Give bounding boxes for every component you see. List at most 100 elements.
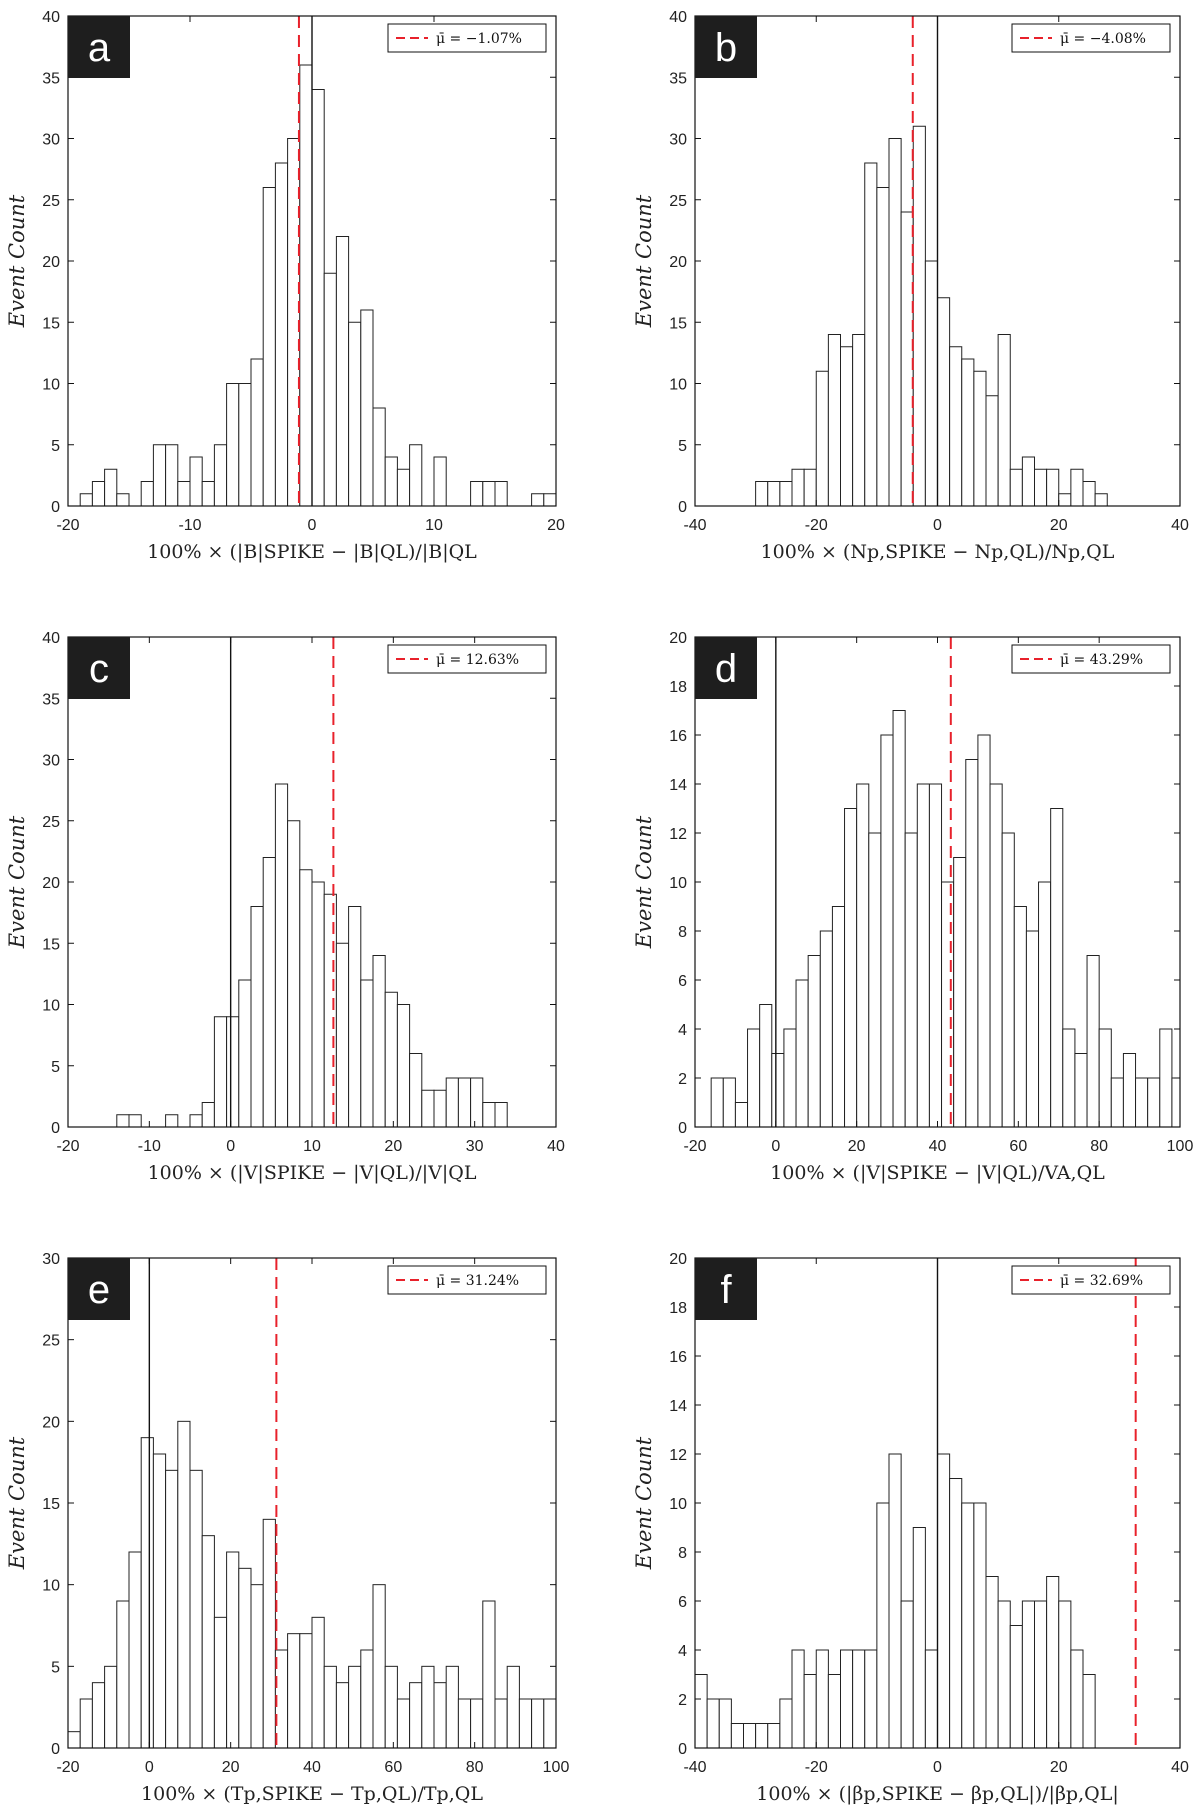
histogram-bar: [360, 1649, 374, 1749]
histogram-bar: [1009, 1625, 1023, 1749]
x-tick-label: 40: [303, 1759, 321, 1776]
histogram-bar: [299, 1633, 313, 1749]
x-axis-label: 100% × (|βp,SPIKE − βp,QL|)/|βp,QL|: [756, 1783, 1118, 1805]
histogram-bar: [1159, 1028, 1173, 1128]
histogram-bar: [250, 358, 264, 507]
y-axis-label: Event Count: [632, 815, 656, 949]
histogram-bar: [819, 930, 833, 1128]
histogram-bar: [1122, 1053, 1137, 1128]
panel-a: 0 5 10 15 20 25 30 35 40 -20 -10 0 10 20 Event Count 10…: [5, 9, 565, 563]
histogram-bar: [864, 162, 878, 507]
histogram-bar: [457, 1698, 472, 1749]
histogram-bar: [287, 820, 301, 1128]
histogram-bars: [694, 1453, 1096, 1749]
histogram-bar: [348, 321, 362, 507]
histogram-bar: [177, 1420, 191, 1749]
y-tick-label: 10: [669, 377, 687, 394]
histogram-bar: [104, 1665, 118, 1749]
histogram-bar: [91, 481, 106, 507]
x-tick-label: -40: [683, 517, 706, 534]
histogram-bar: [791, 468, 805, 507]
x-tick-label: 40: [929, 1138, 947, 1155]
legend-label: μ̄ = −1.07%: [436, 31, 522, 47]
histogram-bar: [1001, 832, 1015, 1128]
histogram-bar: [177, 481, 191, 507]
histogram-bar: [1050, 808, 1064, 1128]
histogram-bar: [779, 1698, 793, 1749]
histogram-bar: [767, 481, 781, 507]
histogram-bar: [360, 979, 374, 1128]
histogram-bar: [250, 906, 264, 1128]
histogram-bar: [1086, 955, 1100, 1128]
y-tick-label: 10: [42, 1578, 60, 1595]
y-tick-label: 16: [669, 728, 687, 745]
histogram-bar: [791, 1649, 805, 1749]
histogram-bar: [1082, 481, 1096, 507]
y-tick-label: 0: [678, 1120, 687, 1137]
x-axis-label: 100% × (|V|SPIKE − |V|QL)/|V|QL: [148, 1162, 477, 1184]
legend-label: μ̄ = 31.24%: [436, 1273, 519, 1289]
histogram-bar: [1094, 493, 1108, 507]
histogram-bars: [116, 783, 508, 1128]
histogram-bar: [116, 1114, 130, 1128]
histogram-bar: [372, 407, 386, 507]
histogram-bar: [323, 272, 337, 507]
y-tick-label: 15: [42, 315, 60, 332]
panel-badge-label: d: [715, 647, 737, 691]
histogram-bar: [189, 1469, 203, 1749]
y-tick-label: 40: [42, 630, 60, 647]
histogram-bar: [213, 444, 228, 507]
histogram-bar: [238, 979, 252, 1128]
y-tick-label: 0: [51, 1741, 60, 1758]
y-tick-label: 25: [42, 1333, 60, 1350]
histogram-bar: [238, 383, 252, 507]
x-tick-label: 60: [384, 1759, 402, 1776]
y-tick-label: 35: [42, 691, 60, 708]
histogram-bar: [1135, 1077, 1149, 1128]
histogram-bar: [226, 1016, 240, 1128]
histogram-bar: [771, 1053, 785, 1128]
histogram-bar: [409, 1682, 423, 1749]
x-tick-label: 100: [543, 1759, 570, 1776]
histogram-bar: [864, 1649, 878, 1749]
histogram-bar: [1082, 1674, 1096, 1749]
histogram-bar: [433, 1682, 447, 1749]
x-tick-label: -10: [138, 1138, 161, 1155]
y-tick-label: 20: [42, 1414, 60, 1431]
histogram-bar: [360, 309, 374, 507]
histogram-bar: [888, 1453, 902, 1749]
histogram-bar: [1038, 881, 1052, 1128]
histogram-bar: [941, 881, 955, 1128]
histogram-bar: [543, 1698, 557, 1749]
panel-badge: [695, 637, 757, 699]
histogram-bar: [470, 1077, 484, 1128]
x-axis-label: 100% × (Np,SPIKE − Np,QL)/Np,QL: [761, 541, 1115, 563]
histogram-bar: [937, 1453, 951, 1749]
histogram-bars: [67, 1420, 557, 1749]
histogram-bar: [274, 783, 289, 1128]
histogram-bar: [965, 759, 979, 1128]
histogram-bar: [1147, 1077, 1161, 1128]
panel-badge: [68, 16, 130, 78]
histogram-bar: [409, 1053, 423, 1128]
x-tick-label: 20: [222, 1759, 240, 1776]
histogram-bar: [128, 1551, 142, 1749]
histogram-bar: [1046, 1576, 1060, 1749]
x-axis-label: 100% × (Tp,SPIKE − Tp,QL)/Tp,QL: [141, 1783, 483, 1805]
histogram-bar: [961, 358, 975, 507]
histogram-bar: [807, 955, 821, 1128]
histogram-bar: [189, 1114, 203, 1128]
y-tick-label: 10: [42, 377, 60, 394]
histogram-bar: [734, 1102, 749, 1128]
histogram-bar: [457, 1077, 472, 1128]
histogram-bar: [852, 334, 866, 507]
histogram-bar: [928, 783, 943, 1128]
y-tick-label: 20: [669, 254, 687, 271]
histogram-bar: [985, 1576, 999, 1749]
y-tick-label: 20: [669, 630, 687, 647]
histogram-bar: [989, 783, 1003, 1128]
histogram-bar: [152, 444, 167, 507]
histogram-bar: [937, 297, 951, 507]
x-tick-label: -20: [56, 1759, 79, 1776]
histogram-bar: [868, 832, 882, 1128]
